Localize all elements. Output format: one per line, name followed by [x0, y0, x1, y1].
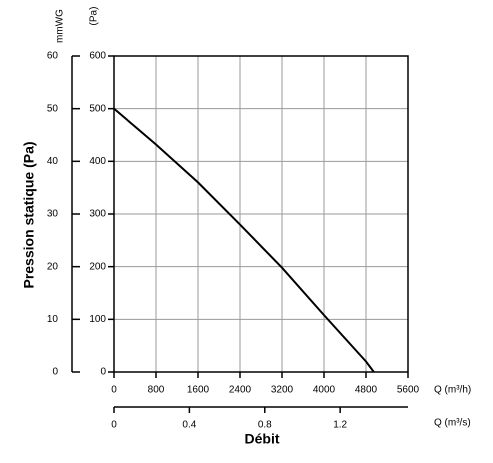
y2-tick-label: 30 — [47, 209, 59, 220]
x-tick-label: 4000 — [313, 385, 336, 396]
y-tick-label: 0 — [100, 367, 106, 378]
x-tick-label: 2400 — [229, 385, 252, 396]
y-unit-label: (Pa) — [89, 7, 100, 26]
y2-unit-label: mmWG — [55, 9, 66, 43]
x2-tick-label: 0.8 — [258, 420, 272, 431]
x2-tick-label: 0.4 — [182, 420, 196, 431]
y-tick-label: 100 — [89, 314, 106, 325]
y2-tick-label: 50 — [47, 103, 59, 114]
y-axis-title: Pression statique (Pa) — [21, 141, 37, 288]
y-tick-label: 300 — [89, 209, 106, 220]
x-tick-label: 5600 — [397, 385, 420, 396]
x2-tick-label: 0 — [111, 420, 117, 431]
x-tick-label: 1600 — [187, 385, 210, 396]
y2-tick-label: 10 — [47, 314, 59, 325]
y-tick-label: 600 — [89, 51, 106, 62]
y2-tick-label: 0 — [52, 367, 58, 378]
y-tick-label: 400 — [89, 156, 106, 167]
x-tick-label: 3200 — [271, 385, 294, 396]
x2-tick-label: 1.2 — [333, 420, 347, 431]
y-tick-label: 200 — [89, 261, 106, 272]
y2-tick-label: 20 — [47, 261, 59, 272]
data-line — [113, 107, 375, 373]
x-tick-label: 0 — [111, 385, 117, 396]
x2-unit-label: Q (m³/s) — [434, 418, 471, 429]
x-tick-label: 4800 — [355, 385, 378, 396]
plot-frame — [113, 55, 409, 373]
x-unit-label: Q (m³/h) — [434, 385, 471, 396]
x-tick-label: 800 — [148, 385, 165, 396]
x-axis-title: Débit — [245, 431, 280, 447]
y2-tick-label: 40 — [47, 156, 59, 167]
y-tick-label: 500 — [89, 103, 106, 114]
y2-tick-label: 60 — [47, 51, 59, 62]
